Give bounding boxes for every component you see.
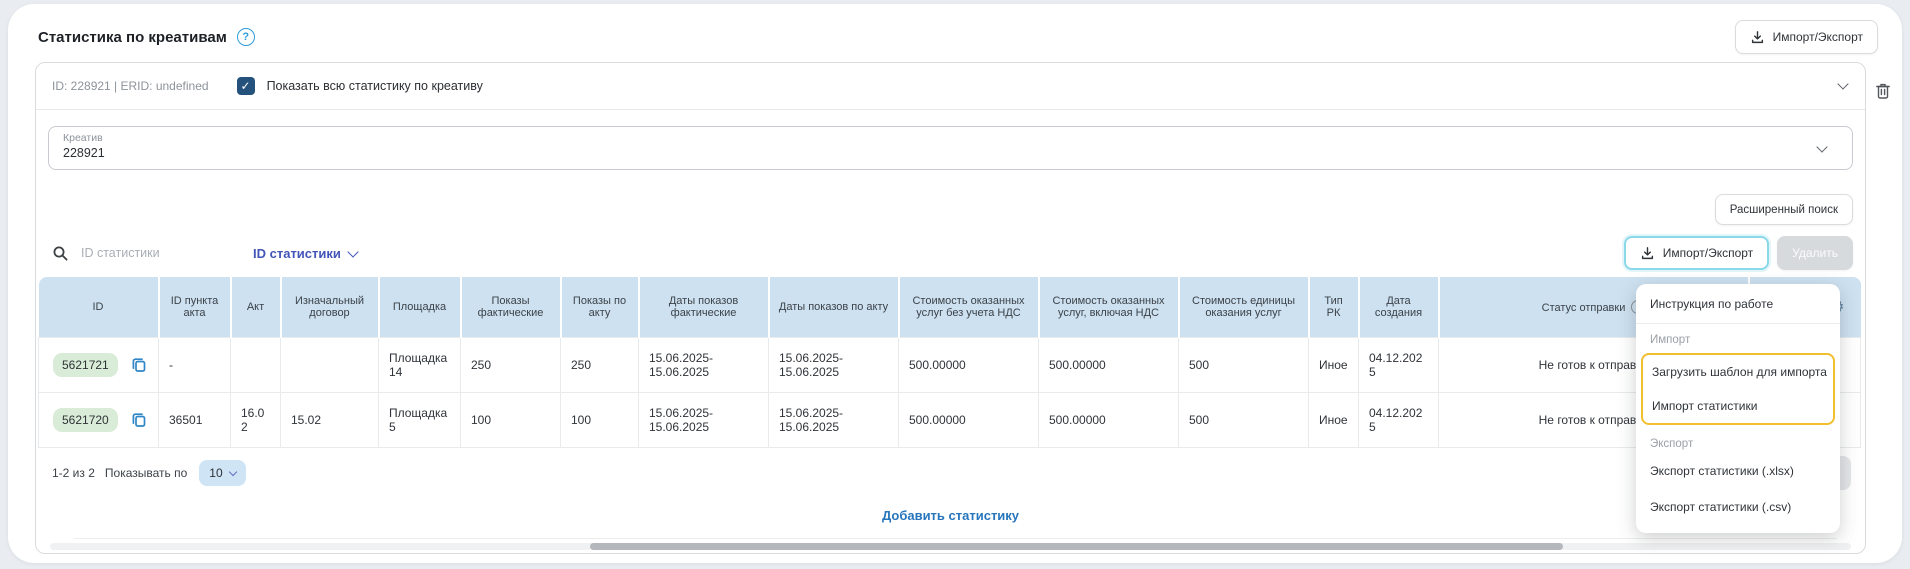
per-page-value: 10 bbox=[209, 465, 223, 480]
collapse-chevron-icon[interactable] bbox=[1837, 78, 1849, 90]
cell-act: 16.02 bbox=[230, 391, 281, 448]
pagination-range: 1-2 из 2 bbox=[52, 465, 95, 480]
cell-cost-unit: 500 bbox=[1178, 336, 1309, 393]
cell-impressions-act: 250 bbox=[560, 336, 639, 393]
card-header: Статистика по креативам ? Импорт/Экспорт bbox=[8, 4, 1902, 54]
cell-platform: Площадка 5 bbox=[378, 391, 461, 448]
cell-act-item-id: - bbox=[158, 336, 231, 393]
column-header-cost-no-vat: Стоимость оказанных услуг без учета НДС bbox=[898, 277, 1040, 337]
cell-dates-act: 15.06.2025-15.06.2025 bbox=[768, 391, 899, 448]
cell-ad-type: Иное bbox=[1308, 336, 1359, 393]
import-export-button-top[interactable]: Импорт/Экспорт bbox=[1734, 20, 1878, 54]
advanced-search-row: Расширенный поиск bbox=[48, 194, 1853, 225]
column-header-impressions-fact: Показы фактические bbox=[460, 277, 562, 337]
cell-cost-with-vat: 500.00000 bbox=[1038, 336, 1179, 393]
cell-created: 04.12.2025 bbox=[1358, 336, 1439, 393]
pagination: 1-2 из 2 Показывать по 10 bbox=[52, 455, 1851, 490]
column-header-original-contract: Изначальный договор bbox=[280, 277, 380, 337]
column-header-act: Акт bbox=[230, 277, 282, 337]
column-header-cost-unit: Стоимость единицы оказания услуг bbox=[1178, 277, 1310, 337]
search-field-selector-label: ID статистики bbox=[253, 245, 341, 261]
column-header-dates-fact: Даты показов фактические bbox=[638, 277, 770, 337]
trash-icon[interactable] bbox=[1875, 82, 1891, 100]
menu-item-download-template[interactable]: Загрузить шаблон для импорта bbox=[1652, 365, 1827, 379]
cell-created: 04.12.2025 bbox=[1358, 391, 1439, 448]
statistics-table: ID ID пункта акта Акт Изначальный догово… bbox=[38, 277, 1863, 448]
status-badge: 5621721 bbox=[53, 352, 118, 377]
menu-section-import: Импорт bbox=[1650, 334, 1691, 346]
cell-original-contract: 15.02 bbox=[280, 391, 379, 448]
download-icon bbox=[1640, 246, 1655, 261]
column-header-impressions-act: Показы по акту bbox=[560, 277, 640, 337]
cell-dates-fact: 15.06.2025-15.06.2025 bbox=[638, 391, 769, 448]
column-header-cost-with-vat: Стоимость оказанных услуг, включая НДС bbox=[1038, 277, 1180, 337]
check-icon: ✓ bbox=[240, 79, 251, 93]
creative-id-erid-label: ID: 228921 | ERID: undefined bbox=[52, 79, 209, 93]
add-statistics-link[interactable]: Добавить статистику bbox=[881, 507, 1020, 523]
cell-cost-unit: 500 bbox=[1178, 391, 1309, 448]
cell-impressions-fact: 250 bbox=[460, 336, 561, 393]
column-header-act-item-id: ID пункта акта bbox=[158, 277, 232, 337]
cell-impressions-act: 100 bbox=[560, 391, 639, 448]
advanced-search-button[interactable]: Расширенный поиск bbox=[1714, 194, 1853, 225]
cell-cost-no-vat: 500.00000 bbox=[898, 391, 1039, 448]
cell-act bbox=[230, 336, 281, 393]
per-page-select[interactable]: 10 bbox=[199, 459, 246, 486]
table-header-row: ID ID пункта акта Акт Изначальный догово… bbox=[38, 277, 1861, 337]
panel-header: ID: 228921 | ERID: undefined ✓ Показать … bbox=[36, 63, 1865, 110]
import-export-label: Импорт/Экспорт bbox=[1662, 246, 1754, 260]
table-row[interactable]: 5621720 36501 16.02 15.02 Площадка 5 100 bbox=[38, 391, 1861, 448]
import-items-highlight: Загрузить шаблон для импорта Импорт стат… bbox=[1641, 353, 1835, 425]
cell-original-contract bbox=[280, 336, 379, 393]
per-page-label: Показывать по bbox=[104, 465, 188, 480]
menu-item-instruction[interactable]: Инструкция по работе bbox=[1650, 297, 1774, 311]
help-icon[interactable]: ? bbox=[236, 28, 255, 46]
menu-section-export: Экспорт bbox=[1650, 438, 1694, 450]
cell-act-item-id: 36501 bbox=[158, 391, 231, 448]
creatives-statistics-card: Статистика по креативам ? Импорт/Экспорт… bbox=[8, 4, 1902, 563]
creative-select[interactable]: Креатив 228921 bbox=[48, 126, 1853, 170]
menu-item-export-xlsx[interactable]: Экспорт статистики (.xlsx) bbox=[1650, 464, 1794, 478]
table-row[interactable]: 5621721 - Площадка 14 250 250 bbox=[38, 336, 1861, 393]
cell-cost-with-vat: 500.00000 bbox=[1038, 391, 1179, 448]
download-icon bbox=[1750, 30, 1765, 45]
menu-item-import-statistics[interactable]: Импорт статистики bbox=[1652, 399, 1758, 413]
delete-button[interactable]: Удалить bbox=[1777, 236, 1853, 270]
show-all-checkbox[interactable]: ✓ bbox=[236, 77, 255, 95]
copy-icon[interactable] bbox=[130, 356, 148, 374]
show-all-label: Показать всю статистику по креативу bbox=[266, 79, 483, 93]
cell-cost-no-vat: 500.00000 bbox=[898, 336, 1039, 393]
table-actions: Импорт/Экспорт Удалить bbox=[1623, 236, 1853, 270]
copy-icon[interactable] bbox=[130, 411, 148, 429]
search-field-selector[interactable]: ID статистики bbox=[253, 245, 359, 261]
cell-dates-act: 15.06.2025-15.06.2025 bbox=[768, 336, 899, 393]
column-header-id: ID bbox=[38, 277, 160, 337]
import-export-button[interactable]: Импорт/Экспорт bbox=[1623, 236, 1770, 270]
statistics-panel: ID: 228921 | ERID: undefined ✓ Показать … bbox=[35, 62, 1866, 554]
horizontal-scrollbar-thumb[interactable] bbox=[590, 542, 1563, 550]
column-header-ad-type: Тип РК bbox=[1308, 277, 1360, 337]
import-export-menu: Инструкция по работе Импорт Загрузить ша… bbox=[1636, 284, 1840, 533]
page-title: Статистика по креативам bbox=[38, 28, 227, 46]
cell-platform: Площадка 14 bbox=[378, 336, 461, 393]
search-input[interactable] bbox=[81, 246, 211, 260]
column-header-platform: Площадка bbox=[378, 277, 462, 337]
footer-divider bbox=[74, 537, 1837, 539]
search-icon bbox=[52, 245, 69, 262]
status-badge: 5621720 bbox=[53, 407, 118, 432]
horizontal-scrollbar bbox=[50, 542, 1851, 550]
cell-ad-type: Иное bbox=[1308, 391, 1359, 448]
creative-select-label: Креатив bbox=[63, 132, 103, 144]
menu-divider bbox=[1636, 323, 1840, 324]
creative-select-value: 228921 bbox=[63, 146, 105, 160]
cell-dates-fact: 15.06.2025-15.06.2025 bbox=[638, 336, 769, 393]
chevron-down-icon bbox=[347, 245, 359, 258]
chevron-down-icon bbox=[228, 467, 237, 476]
search-row: ID статистики Импорт/Экспорт Удалить bbox=[52, 235, 1853, 271]
cell-impressions-fact: 100 bbox=[460, 391, 561, 448]
import-export-top-label: Импорт/Экспорт bbox=[1772, 30, 1863, 44]
menu-item-export-csv[interactable]: Экспорт статистики (.csv) bbox=[1650, 500, 1792, 514]
column-header-created: Дата создания bbox=[1358, 277, 1440, 337]
column-header-dates-act: Даты показов по акту bbox=[768, 277, 900, 337]
